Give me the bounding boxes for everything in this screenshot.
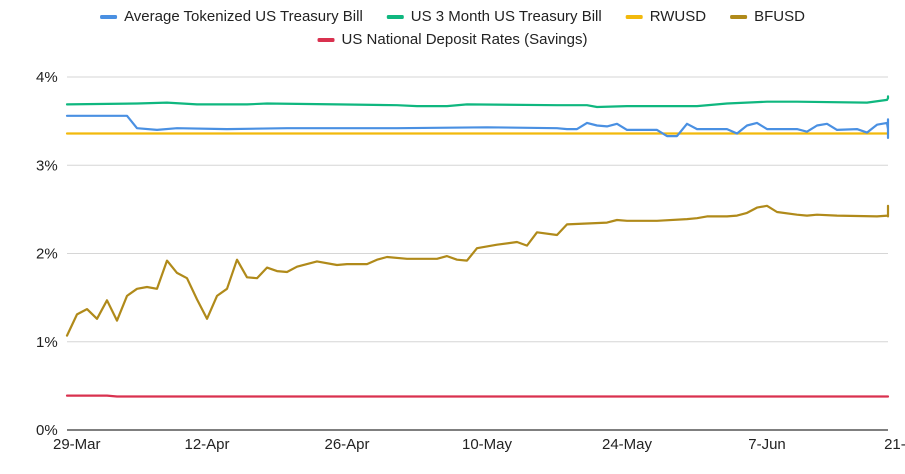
legend-swatch — [386, 15, 404, 19]
legend-label: US 3 Month US Treasury Bill — [411, 8, 602, 25]
x-tick-label: 26-Apr — [324, 436, 369, 453]
legend-item-us-3-month-us-treasury-bill: US 3 Month US Treasury Bill — [386, 8, 602, 25]
legend-swatch — [100, 15, 118, 19]
series-lines — [65, 95, 890, 398]
x-tick-label: 24-May — [602, 436, 653, 453]
x-tick-label: 21-Jun — [884, 436, 905, 453]
legend-item-average-tokenized-us-treasury-bill: Average Tokenized US Treasury Bill — [100, 8, 363, 25]
series-line-bfusd — [65, 204, 890, 337]
legend-label: US National Deposit Rates (Savings) — [342, 31, 588, 48]
y-tick-label: 1% — [36, 334, 58, 351]
y-tick-label: 0% — [36, 422, 58, 439]
legend-swatch — [317, 38, 335, 42]
y-axis: 0% 1% 2% 3% 4% — [36, 69, 58, 439]
legend-label: RWUSD — [650, 8, 707, 25]
y-tick-label: 4% — [36, 69, 58, 86]
x-tick-label: 7-Jun — [748, 436, 786, 453]
x-tick-label: 29-Mar — [53, 436, 101, 453]
y-tick-label: 3% — [36, 157, 58, 174]
legend-label: BFUSD — [754, 8, 805, 25]
series-line-us-national-deposit-rates-savings — [65, 394, 890, 398]
series-line-average-tokenized-us-treasury-bill — [65, 114, 890, 139]
legend-item-rwusd: RWUSD — [625, 8, 707, 25]
legend: Average Tokenized US Treasury Bill US 3 M… — [100, 8, 805, 48]
x-axis: 29-Mar 12-Apr 26-Apr 10-May 24-May 7-Jun 21-Ju… — [53, 436, 905, 453]
legend-swatch — [730, 15, 748, 19]
x-tick-label: 12-Apr — [184, 436, 229, 453]
legend-swatch — [625, 15, 643, 19]
legend-label: Average Tokenized US Treasury Bill — [124, 8, 363, 25]
gridlines — [67, 76, 888, 431]
legend-item-us-national-deposit-rates-savings: US National Deposit Rates (Savings) — [317, 31, 588, 48]
x-tick-label: 10-May — [462, 436, 513, 453]
y-tick-label: 2% — [36, 246, 58, 263]
legend-item-bfusd: BFUSD — [730, 8, 805, 25]
series-line-us-3-month-us-treasury-bill — [65, 95, 890, 109]
